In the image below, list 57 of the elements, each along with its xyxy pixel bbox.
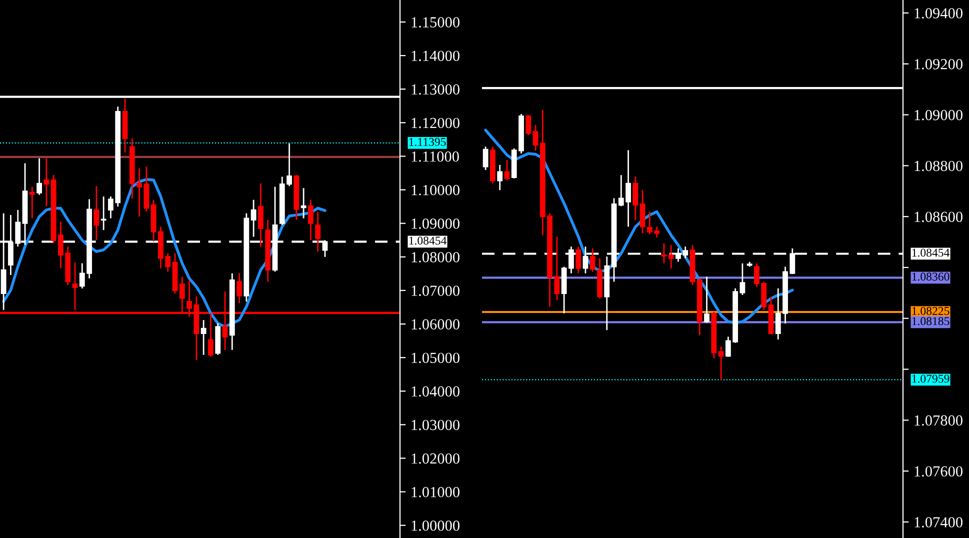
candlestick bbox=[632, 176, 638, 221]
y-tick-label: 1.12000 bbox=[412, 118, 460, 128]
candlestick bbox=[661, 242, 667, 264]
candlestick bbox=[482, 146, 488, 171]
ref-line-label: 1.07959 bbox=[912, 374, 950, 383]
y-tick-label: 1.10000 bbox=[412, 184, 460, 196]
candlestick bbox=[740, 262, 746, 296]
y-tick-label: 1.02000 bbox=[412, 453, 460, 464]
candlestick bbox=[526, 114, 532, 136]
y-tick-label: 1.07800 bbox=[914, 415, 962, 426]
candlestick bbox=[36, 158, 42, 196]
candlestick bbox=[236, 272, 242, 304]
ref-line-label: 1.08185 bbox=[912, 317, 950, 326]
y-tick-label: 1.07000 bbox=[412, 286, 460, 296]
candlestick bbox=[258, 182, 264, 248]
candlestick bbox=[308, 199, 314, 241]
candlestick bbox=[704, 276, 710, 324]
candlestick bbox=[640, 189, 646, 234]
ref-line-label: 1.08360 bbox=[912, 272, 950, 281]
candlestick bbox=[300, 187, 306, 220]
y-tick-label: 1.07400 bbox=[914, 517, 962, 528]
y-tick-label: 1.08800 bbox=[914, 160, 962, 172]
y-tick-label: 1.11000 bbox=[412, 151, 459, 162]
y-tick-label: 1.09000 bbox=[914, 110, 962, 120]
ref-line-label: 1.11395 bbox=[409, 138, 446, 146]
candlestick bbox=[72, 262, 78, 311]
y-tick-label: 1.08600 bbox=[914, 212, 962, 222]
y-tick-label: 1.04000 bbox=[412, 386, 460, 397]
candlestick bbox=[718, 346, 724, 381]
y-tick-label: 1.01000 bbox=[412, 486, 460, 498]
y-tick-label: 1.08000 bbox=[412, 252, 460, 262]
candlestick bbox=[44, 158, 50, 208]
candlestick bbox=[497, 164, 503, 191]
y-tick-label: 1.03000 bbox=[412, 420, 460, 430]
y-tick-label: 1.07600 bbox=[914, 466, 962, 477]
y-tick-label: 1.00000 bbox=[412, 520, 460, 531]
y-tick-label: 1.05000 bbox=[412, 352, 460, 364]
y-tick-label: 1.09200 bbox=[914, 59, 962, 70]
candlestick bbox=[94, 185, 100, 241]
ref-line-label: 1.08225 bbox=[912, 307, 950, 316]
candlestick bbox=[668, 244, 674, 270]
ref-line-label: 1.08454 bbox=[912, 248, 950, 257]
candlestick bbox=[100, 196, 106, 231]
candlestick bbox=[200, 319, 206, 356]
candlestick bbox=[250, 199, 256, 238]
candlestick bbox=[29, 186, 35, 220]
candlestick bbox=[576, 246, 582, 274]
candlestick bbox=[532, 124, 538, 152]
y-tick-label: 1.13000 bbox=[412, 84, 460, 95]
candlestick bbox=[504, 159, 510, 181]
y-tick-label: 1.09400 bbox=[914, 8, 962, 18]
y-tick-label: 1.14000 bbox=[412, 50, 460, 62]
y-tick-label: 1.09000 bbox=[412, 218, 460, 229]
candlestick bbox=[315, 210, 321, 252]
y-tick-label: 1.15000 bbox=[412, 17, 460, 28]
y-tick-label: 1.06000 bbox=[412, 319, 460, 330]
ref-line-label: 1.08454 bbox=[409, 236, 447, 245]
